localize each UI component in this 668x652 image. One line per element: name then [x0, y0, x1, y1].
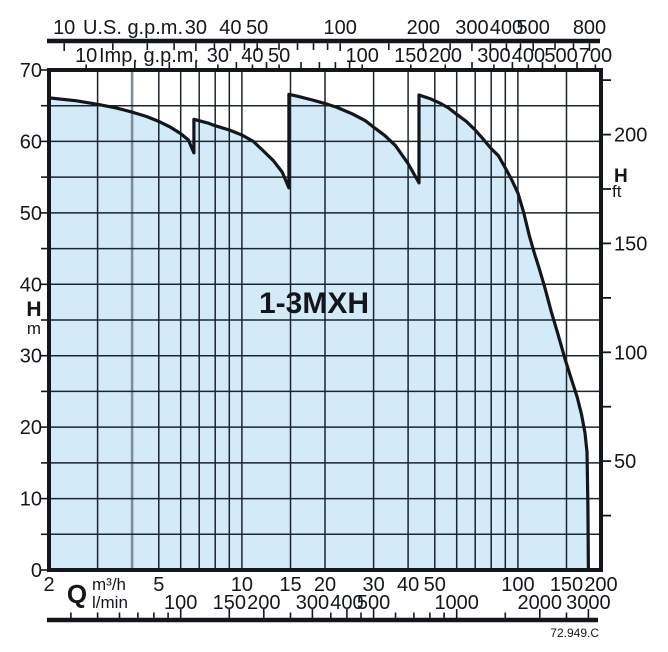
h-m-tick-label: 60: [20, 131, 42, 153]
lmin-tick-label: 200: [247, 592, 280, 614]
q-axis-unit-lmin: l/min: [92, 593, 128, 612]
q-m3h-tick-label: 2: [43, 574, 54, 596]
us-gpm-tick-label: 500: [517, 17, 550, 39]
h-ft-tick-label: 100: [614, 342, 647, 364]
lmin-tick-label: 100: [164, 592, 197, 614]
us-gpm-tick-label: 40: [219, 17, 241, 39]
y-right-axis-unit: ft: [612, 182, 622, 201]
imp-gpm-tick-label: 300: [477, 45, 510, 67]
imp-gpm-tick-label: 400: [512, 45, 545, 67]
h-m-tick-label: 20: [20, 417, 42, 439]
h-m-tick-label: 30: [20, 346, 42, 368]
h-ft-tick-label: 150: [614, 233, 647, 255]
imp-gpm-tick-label: 150: [394, 45, 427, 67]
q-m3h-tick-label: 10: [231, 574, 253, 596]
lmin-tick-label: 300: [296, 592, 329, 614]
q-m3h-tick-label: 30: [362, 574, 384, 596]
h-m-tick-label: 70: [20, 60, 42, 82]
q-m3h-tick-label: 100: [501, 574, 534, 596]
us-gpm-axis-title: U.S. g.p.m.: [83, 17, 183, 39]
y-left-axis-unit: m: [27, 319, 41, 338]
q-m3h-tick-label: 40: [397, 574, 419, 596]
h-ft-tick-label: 200: [614, 125, 647, 147]
q-m3h-tick-label: 5: [153, 574, 164, 596]
imp-gpm-tick-label: 500: [544, 45, 577, 67]
lmin-tick-label: 400: [330, 592, 363, 614]
imp-gpm-tick-label: 40: [241, 45, 263, 67]
h-m-tick-label: 40: [20, 274, 42, 296]
lmin-tick-label: 3000: [566, 592, 611, 614]
q-m3h-tick-label: 50: [424, 574, 446, 596]
q-m3h-tick-label: 200: [584, 574, 617, 596]
us-gpm-tick-label: 800: [573, 17, 606, 39]
imp-gpm-tick-label: 700: [579, 45, 612, 67]
us-gpm-tick-label: 30: [185, 17, 207, 39]
envelope-boundary-line: [47, 92, 590, 572]
q-m3h-tick-label: 150: [550, 574, 583, 596]
us-gpm-tick-label: 100: [324, 17, 357, 39]
lmin-tick-label: 2000: [518, 592, 563, 614]
y-right-axis-label: H: [614, 166, 628, 187]
h-m-tick-label: 50: [20, 203, 42, 225]
chart-title: 1-3MXH: [259, 287, 369, 320]
us-gpm-tick-label: 10: [53, 17, 75, 39]
h-m-tick-label: 0: [31, 560, 42, 582]
h-m-tick-label: 10: [20, 489, 42, 511]
imp-gpm-tick-label: 30: [207, 45, 229, 67]
imp-gpm-tick-label: 50: [268, 45, 290, 67]
us-gpm-tick-label: 400: [490, 17, 523, 39]
lmin-tick-label: 500: [357, 592, 390, 614]
q-m3h-tick-label: 15: [279, 574, 301, 596]
y-left-axis-label: H: [26, 298, 41, 321]
imp-gpm-tick-label: 200: [429, 45, 462, 67]
q-m3h-tick-label: 20: [314, 574, 336, 596]
figure-code: 72.949.C: [550, 626, 599, 640]
h-ft-tick-label: 50: [614, 451, 636, 473]
us-gpm-tick-label: 200: [407, 17, 440, 39]
lmin-tick-label: 150: [213, 592, 246, 614]
us-gpm-tick-label: 50: [246, 17, 268, 39]
chart-generated-layers: [47, 38, 603, 623]
us-gpm-tick-label: 300: [455, 17, 488, 39]
imp-gpm-tick-label: 100: [346, 45, 379, 67]
q-axis-unit-m3h: m³/h: [92, 575, 126, 594]
imp-gpm-axis-title: Imp. g.p.m.: [99, 45, 199, 67]
q-axis-label: Q: [67, 579, 87, 609]
lmin-tick-label: 1000: [434, 592, 479, 614]
imp-gpm-tick-label: 10: [75, 45, 97, 67]
